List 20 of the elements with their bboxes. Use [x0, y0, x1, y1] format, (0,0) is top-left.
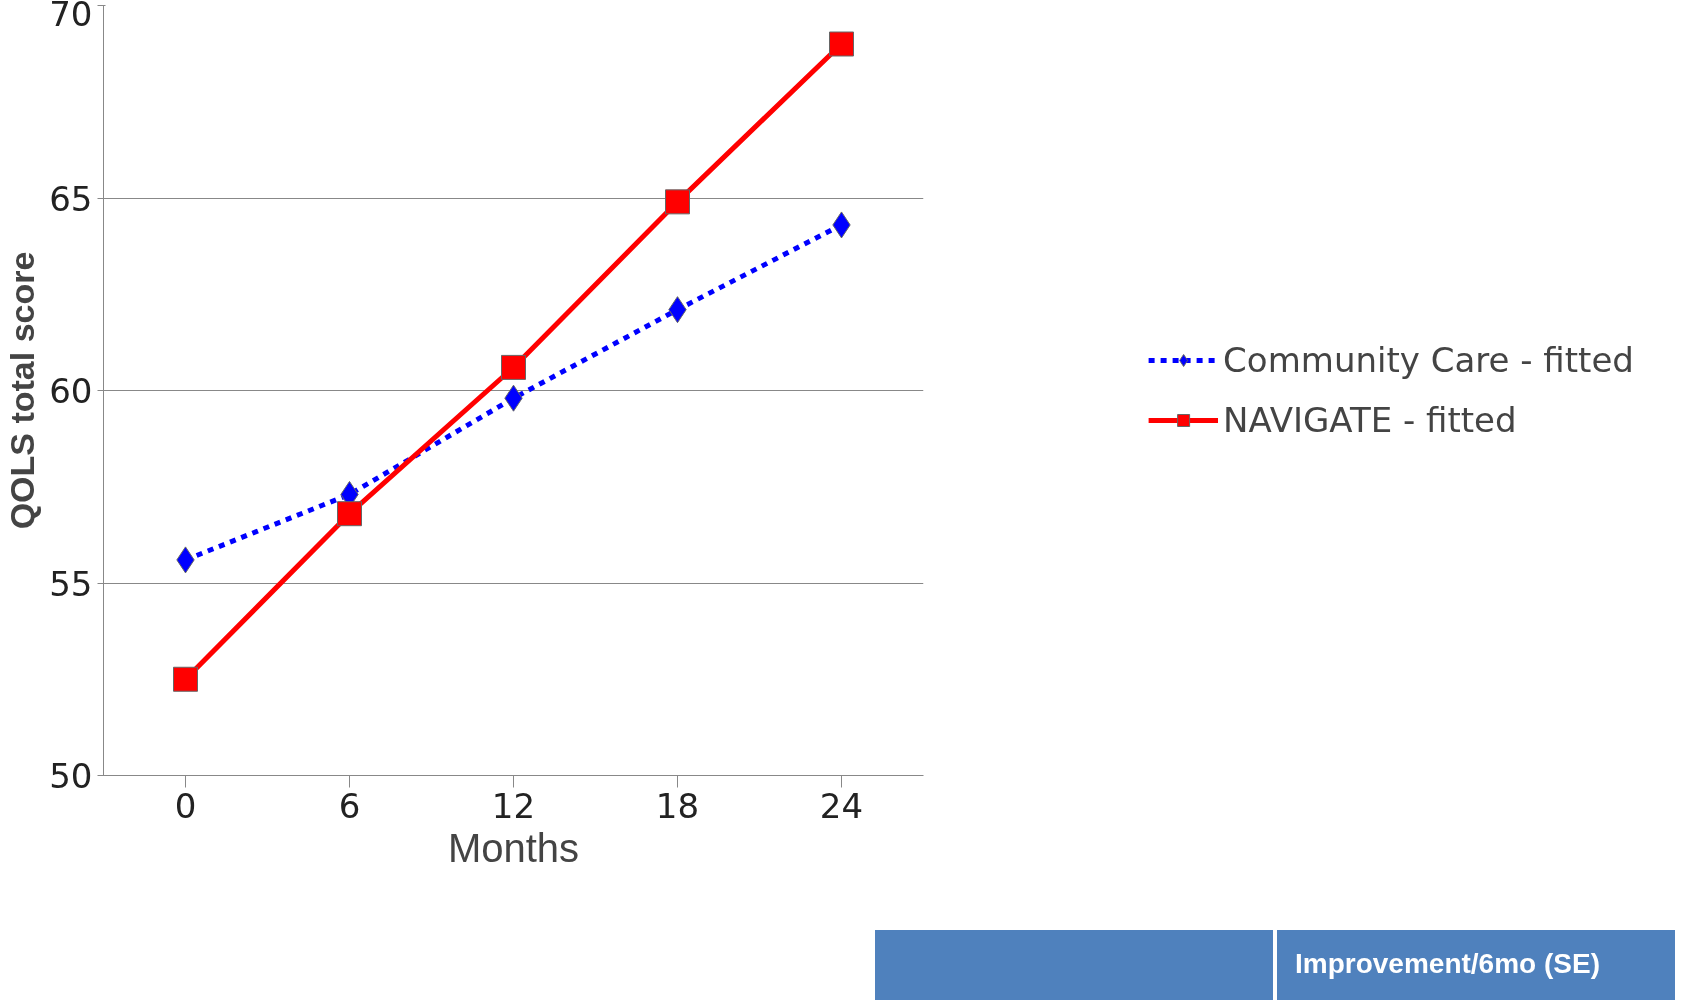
point — [829, 31, 854, 57]
x-tick-label: 12 — [491, 785, 536, 826]
y-tick-label: 55 — [49, 563, 93, 604]
point — [665, 189, 690, 215]
y-axis-title: QOLS total score — [3, 251, 42, 530]
text: Improvement/6mo (SE) — [1295, 947, 1600, 981]
y-tick-label: 65 — [49, 178, 93, 219]
x-tick-label: 18 — [655, 785, 700, 826]
point — [501, 354, 526, 380]
x-axis-title: Months — [447, 825, 580, 870]
y-tick-label: 50 — [49, 756, 93, 796]
point — [337, 501, 362, 527]
legend-label: NAVIGATE - fitted — [1223, 400, 1517, 440]
x-tick-label: 6 — [338, 785, 361, 826]
point — [173, 666, 198, 692]
legend-label: Community Care - fitted — [1223, 340, 1634, 380]
x-tick-label: 24 — [819, 785, 864, 826]
x-tick-label: 0 — [174, 785, 197, 826]
y-tick-label: 70 — [49, 0, 93, 34]
y-tick-label: 60 — [49, 371, 93, 411]
